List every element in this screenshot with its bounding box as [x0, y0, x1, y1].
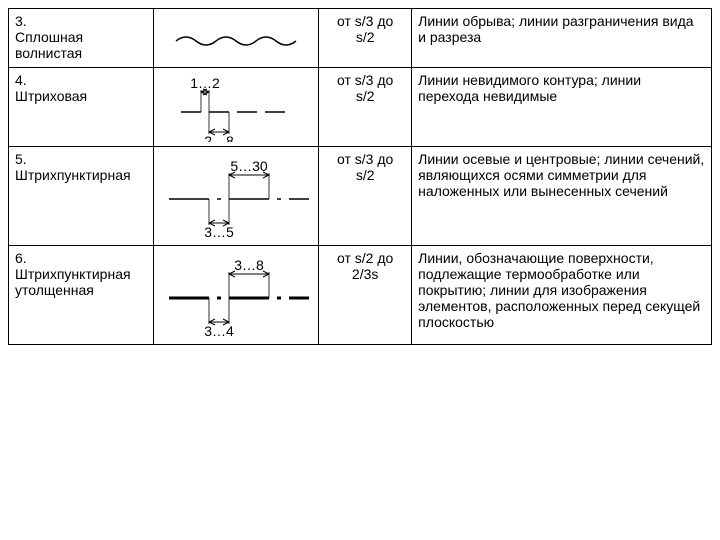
line-name: Сплошная волнистая [15, 29, 147, 61]
svg-text:2…8: 2…8 [204, 133, 234, 142]
line-number: 6. [15, 250, 147, 266]
table-row: 3.Сплошная волнистаяот s/3 доs/2Линии об… [9, 9, 712, 68]
thickness-bot: 2/3s [325, 266, 405, 282]
thickness-top: от s/2 до [325, 250, 405, 266]
line-sample-dashdot: 5…30 3…5 [161, 151, 311, 241]
table-row: 4. Штриховая1…22…8от s/3 доs/2Линии неви… [9, 68, 712, 147]
line-description-cell: Линии, обозначающие поверхности, подлежа… [412, 246, 712, 345]
line-name: Штрихпунктирная утолщенная [15, 266, 147, 298]
line-thickness-cell: от s/3 доs/2 [319, 9, 412, 68]
line-name-cell: 4. Штриховая [9, 68, 154, 147]
table-row: 5.Штрихпунктирная5…303…5от s/3 доs/2Лини… [9, 147, 712, 246]
table-row: 6.Штрихпунктирная утолщенная 3…8 3…4 от s/2… [9, 246, 712, 345]
svg-text:1…2: 1…2 [190, 75, 220, 91]
line-description: Линии обрыва; линии разграничения вида и… [418, 13, 693, 45]
line-types-table: 3.Сплошная волнистаяот s/3 доs/2Линии об… [8, 8, 712, 345]
line-thickness-cell: от s/3 доs/2 [319, 147, 412, 246]
line-name: Штрихпунктирная [15, 167, 147, 183]
svg-text:5…30: 5…30 [230, 158, 268, 174]
line-name: Штриховая [15, 88, 147, 104]
svg-text:3…5: 3…5 [204, 224, 234, 240]
line-description: Линии невидимого контура; линии перехода… [418, 72, 641, 104]
thickness-bot: s/2 [325, 29, 405, 45]
line-number: 4. [15, 72, 147, 88]
thickness-bot: s/2 [325, 88, 405, 104]
line-sample-dashed: 1…2 2…8 [161, 72, 311, 142]
line-number: 5. [15, 151, 147, 167]
line-thickness-cell: от s/3 доs/2 [319, 68, 412, 147]
line-sample-dashdot_thick: 3…8 3…4 [161, 250, 311, 340]
line-description: Линии, обозначающие поверхности, подлежа… [418, 250, 700, 330]
line-sample-cell: 1…2 2…8 [153, 68, 318, 147]
line-name-cell: 3.Сплошная волнистая [9, 9, 154, 68]
line-sample-wavy [161, 13, 311, 63]
line-thickness-cell: от s/2 до2/3s [319, 246, 412, 345]
svg-text:3…4: 3…4 [204, 323, 234, 339]
line-sample-cell: 5…30 3…5 [153, 147, 318, 246]
line-number: 3. [15, 13, 147, 29]
thickness-top: от s/3 до [325, 13, 405, 29]
line-description-cell: Линии невидимого контура; линии перехода… [412, 68, 712, 147]
thickness-bot: s/2 [325, 167, 405, 183]
thickness-top: от s/3 до [325, 151, 405, 167]
line-sample-cell [153, 9, 318, 68]
line-sample-cell: 3…8 3…4 [153, 246, 318, 345]
line-name-cell: 6.Штрихпунктирная утолщенная [9, 246, 154, 345]
line-name-cell: 5.Штрихпунктирная [9, 147, 154, 246]
line-description: Линии осевые и центровые; линии сечений,… [418, 151, 704, 199]
thickness-top: от s/3 до [325, 72, 405, 88]
line-description-cell: Линии обрыва; линии разграничения вида и… [412, 9, 712, 68]
line-description-cell: Линии осевые и центровые; линии сечений,… [412, 147, 712, 246]
svg-text:3…8: 3…8 [234, 257, 264, 273]
